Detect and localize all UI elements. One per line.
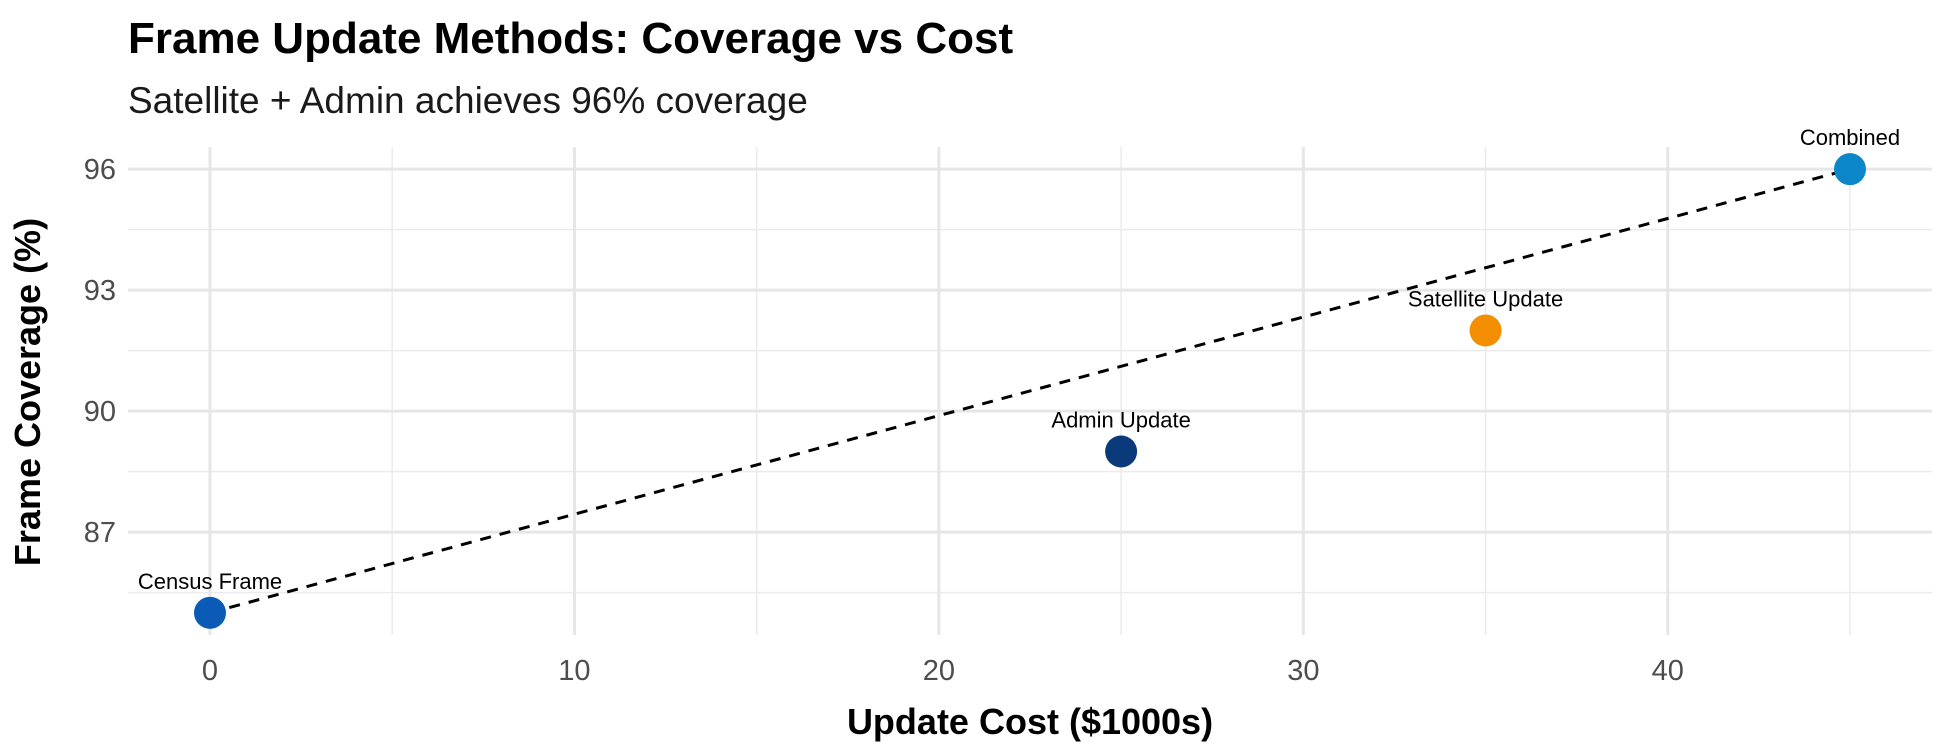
grid-minor <box>128 147 1932 635</box>
grid-major <box>128 147 1932 635</box>
y-tick-label: 96 <box>84 154 116 186</box>
trend-line <box>209 167 1851 615</box>
y-tick-label: 93 <box>84 275 116 307</box>
point-label: Admin Update <box>1051 407 1190 432</box>
point-label: Satellite Update <box>1408 287 1563 312</box>
x-tick-labels: 0 10 20 30 40 <box>202 655 1684 687</box>
y-tick-labels: 87 90 93 96 <box>84 154 116 549</box>
x-tick-label: 0 <box>202 655 218 687</box>
data-point <box>194 596 226 629</box>
trend-line-layer <box>209 167 1851 615</box>
point-label: Combined <box>1800 125 1900 150</box>
point-label: Census Frame <box>138 569 282 594</box>
x-tick-label: 30 <box>1287 655 1319 687</box>
points-layer <box>194 153 1866 629</box>
chart-title: Frame Update Methods: Coverage vs Cost <box>128 14 1014 63</box>
data-point <box>1469 314 1502 347</box>
data-point <box>1834 153 1866 186</box>
x-tick-label: 10 <box>558 655 590 687</box>
x-tick-label: 20 <box>923 655 955 687</box>
chart-subtitle: Satellite + Admin achieves 96% coverage <box>128 80 808 121</box>
y-tick-label: 90 <box>84 396 116 428</box>
x-tick-label: 40 <box>1652 655 1684 687</box>
y-axis-title: Frame Coverage (%) <box>7 218 48 566</box>
data-point <box>1105 435 1138 468</box>
y-tick-label: 87 <box>84 517 116 549</box>
point-labels-layer: Census Frame Admin Update Satellite Update… <box>138 125 1900 594</box>
x-axis-title: Update Cost ($1000s) <box>847 701 1213 742</box>
